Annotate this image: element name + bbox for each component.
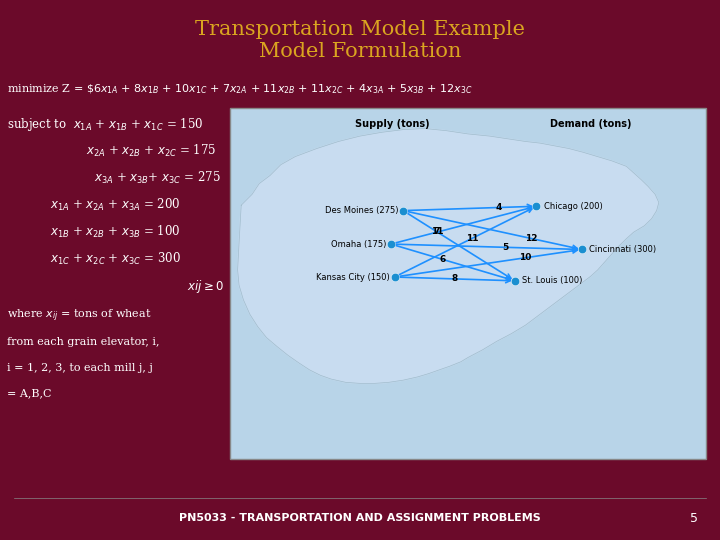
- Text: Chicago (200): Chicago (200): [544, 202, 603, 211]
- Text: Omaha (175): Omaha (175): [330, 240, 386, 248]
- Text: 4: 4: [496, 203, 503, 212]
- Text: $x_{1B}$ + $x_{2B}$ + $x_{3B}$ = 100: $x_{1B}$ + $x_{2B}$ + $x_{3B}$ = 100: [50, 224, 181, 240]
- Polygon shape: [238, 129, 659, 383]
- Text: $x_{3A}$ + $x_{3B}$+ $x_{3C}$ = 275: $x_{3A}$ + $x_{3B}$+ $x_{3C}$ = 275: [94, 170, 220, 186]
- Text: subject to  $x_{1A}$ + $x_{1B}$ + $x_{1C}$ = 150: subject to $x_{1A}$ + $x_{1B}$ + $x_{1C}…: [7, 116, 204, 133]
- Text: Transportation Model Example: Transportation Model Example: [195, 20, 525, 39]
- Text: Supply (tons): Supply (tons): [355, 119, 430, 129]
- Text: 5: 5: [690, 512, 698, 525]
- Text: 5: 5: [503, 243, 508, 252]
- Text: $x_{1C}$ + $x_{2C}$ + $x_{3C}$ = 300: $x_{1C}$ + $x_{2C}$ + $x_{3C}$ = 300: [50, 251, 181, 267]
- Text: i = 1, 2, 3, to each mill j, j: i = 1, 2, 3, to each mill j, j: [7, 363, 153, 373]
- Text: Model Formulation: Model Formulation: [258, 42, 462, 61]
- Text: 12: 12: [526, 234, 538, 243]
- Text: 11: 11: [467, 234, 479, 242]
- Text: from each grain elevator, i,: from each grain elevator, i,: [7, 337, 160, 347]
- Text: St. Louis (100): St. Louis (100): [522, 276, 582, 285]
- Text: $xij \geq 0$: $xij \geq 0$: [187, 278, 224, 295]
- Text: Kansas City (150): Kansas City (150): [316, 273, 390, 281]
- Text: $x_{1A}$ + $x_{2A}$ + $x_{3A}$ = 200: $x_{1A}$ + $x_{2A}$ + $x_{3A}$ = 200: [50, 197, 181, 213]
- Text: where $x_{ij}$ = tons of wheat: where $x_{ij}$ = tons of wheat: [7, 308, 152, 324]
- Text: Demand (tons): Demand (tons): [549, 119, 631, 129]
- Bar: [230, 108, 706, 459]
- Text: 8: 8: [451, 274, 458, 284]
- Text: PN5033 - TRANSPORTATION AND ASSIGNMENT PROBLEMS: PN5033 - TRANSPORTATION AND ASSIGNMENT P…: [179, 514, 541, 523]
- Text: = A,B,C: = A,B,C: [7, 389, 52, 399]
- Text: $x_{2A}$ + $x_{2B}$ + $x_{2C}$ = 175: $x_{2A}$ + $x_{2B}$ + $x_{2C}$ = 175: [86, 143, 217, 159]
- Text: 11: 11: [431, 227, 444, 237]
- Text: 7: 7: [433, 227, 440, 236]
- Text: 6: 6: [440, 255, 446, 264]
- Text: minimize Z = $\$6x_{1A}$ + $8x_{1B}$ + $10x_{1C}$ + $7x_{2A}$ + $11x_{2B}$ + $11: minimize Z = $\$6x_{1A}$ + $8x_{1B}$ + $…: [7, 82, 473, 96]
- Text: Cincinnati (300): Cincinnati (300): [589, 245, 656, 254]
- Text: 10: 10: [519, 253, 532, 262]
- Text: Des Moines (275): Des Moines (275): [325, 206, 398, 215]
